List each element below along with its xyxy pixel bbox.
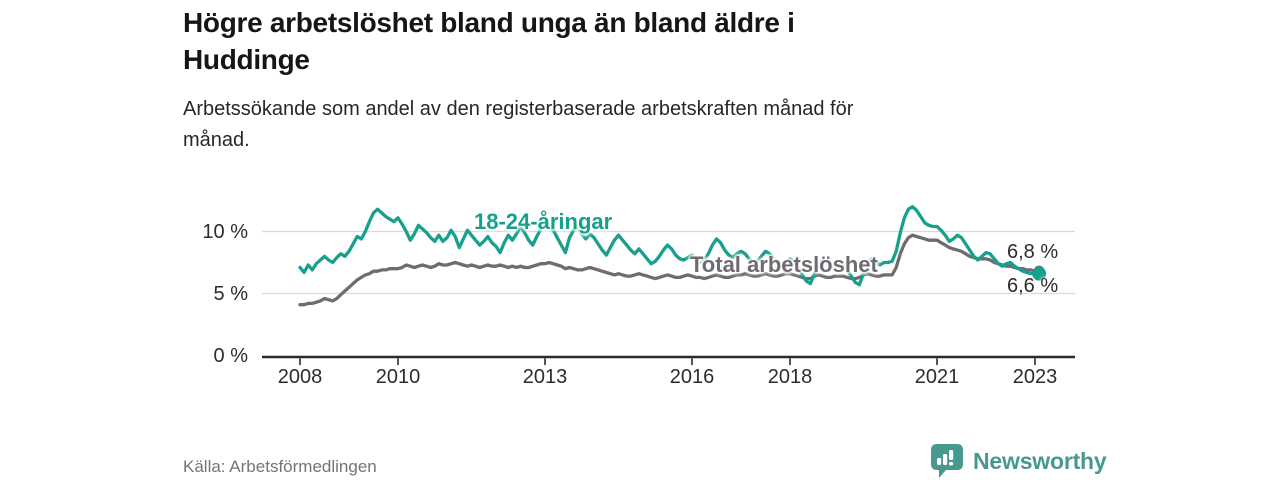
x-axis-tick-label: 2023 bbox=[1012, 366, 1058, 388]
source-note: Källa: Arbetsförmedlingen bbox=[183, 457, 377, 476]
newsworthy-wordmark: Newsworthy bbox=[973, 447, 1107, 474]
x-axis-tick-label: 2016 bbox=[669, 366, 715, 388]
end-value-label-youth: 6,6 % bbox=[1007, 275, 1059, 297]
x-axis-tick-label: 2018 bbox=[767, 366, 813, 388]
end-value-label-total: 6,8 % bbox=[1007, 241, 1059, 263]
bar-chart-bubble-icon bbox=[930, 443, 964, 479]
y-axis-tick-label: 5 % bbox=[213, 282, 248, 305]
x-axis-tick-label: 2008 bbox=[277, 366, 323, 388]
x-axis-tick-label: 2010 bbox=[375, 366, 421, 388]
page-title: Högre arbetslöshet bland unga än bland ä… bbox=[183, 4, 1043, 78]
subtitle-line-1: Arbetssökande som andel av den registerb… bbox=[183, 98, 854, 120]
series-label-youth: 18-24-åringar bbox=[474, 209, 613, 234]
x-axis-tick-label: 2013 bbox=[522, 366, 568, 388]
subtitle-line-2: månad. bbox=[183, 129, 250, 151]
series-label-total: Total arbetslöshet bbox=[690, 252, 878, 277]
y-axis-tick-label: 0 % bbox=[213, 344, 248, 367]
y-axis-tick-label: 10 % bbox=[202, 220, 248, 243]
x-axis-tick-label: 2021 bbox=[914, 366, 960, 388]
series-line-youth bbox=[298, 205, 1041, 287]
title-line-1: Högre arbetslöshet bland unga än bland ä… bbox=[183, 7, 795, 38]
title-line-2: Huddinge bbox=[183, 44, 310, 75]
chart-subtitle: Arbetssökande som andel av den registerb… bbox=[183, 94, 1043, 156]
newsworthy-logo[interactable]: Newsworthy bbox=[930, 443, 1107, 479]
series-line-total bbox=[298, 233, 1041, 307]
